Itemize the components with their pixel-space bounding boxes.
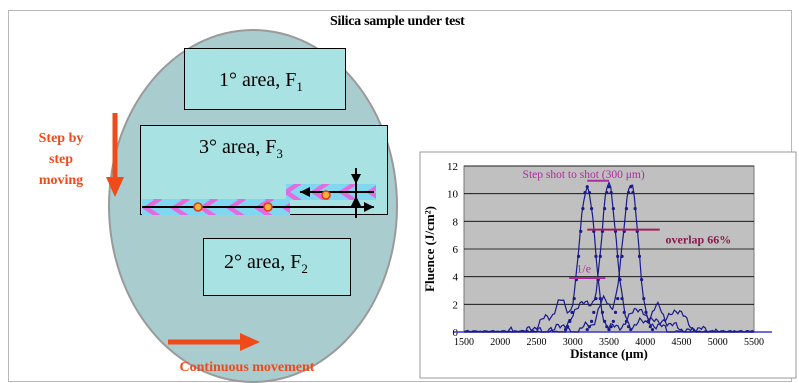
one-over-e-annotation: 1/e [576,262,591,276]
trace-point [590,319,594,323]
x-axis-label: Distance (μm) [570,346,648,361]
trace-point [613,310,618,314]
fluence-trace-3 [463,184,755,333]
trace-point [624,319,628,323]
x-tick-label: 3000 [563,337,583,348]
trace-point [609,325,613,329]
x-tick-label: 2000 [490,337,510,348]
trace-point [590,207,594,211]
trace-point [585,185,589,189]
continuous-movement-label: Continuous movement [179,360,315,375]
trace-point [642,296,646,301]
area-2-label: 2° area, F2 [224,251,308,276]
trace-point [629,327,633,332]
y-tick-label: 12 [447,161,458,173]
trace-point [581,207,585,211]
trace-point [629,185,633,189]
trace-point [583,190,587,195]
trace-point [633,207,637,211]
x-tick-label: 4000 [635,337,655,348]
y-tick-label: 6 [453,244,459,256]
trace-point [572,296,576,301]
y-tick-label: 4 [453,272,459,284]
trace-point [616,296,620,301]
trace-point [611,319,615,323]
x-tick-label: 5000 [708,337,728,348]
trace-point [616,254,620,259]
fluence-chart: 0 2 4 6 8 10 12 1500 2000 2500 3000 3500 4000 4500 500… [419,151,797,379]
trace-point [648,325,652,329]
x-tick-label: 1500 [454,337,474,348]
trace-point [607,185,611,189]
area-1-label: 1° area, F1 [219,69,303,94]
y-tick-label: 10 [447,189,459,201]
y-tick-label: 8 [453,216,459,228]
trace-point [611,207,615,211]
trace-point [609,190,613,195]
trace-point [605,325,609,329]
trace-point [603,207,607,211]
trace-point [594,296,598,301]
area-2-box: 2° area, F2 [203,238,351,296]
trace-point [598,254,602,259]
figure-title: Silica sample under test [330,14,465,29]
trace-point [620,254,624,259]
area-1-box: 1° area, F1 [184,48,346,110]
step-by-step-label: Step by step moving [38,131,84,188]
trace-point [624,207,628,211]
trace-point [631,190,635,195]
trace-point [637,254,642,259]
trace-point [598,296,602,301]
overlap-annotation: overlap 66% [666,232,732,246]
y-tick-label: 2 [453,299,459,311]
area-3-label: 3° area, F3 [199,136,283,161]
y-axis-label: Fluence (J/cm²) [422,206,437,292]
trace-point [607,327,611,332]
trace-point [644,310,648,314]
x-tick-label: 5500 [744,337,764,348]
x-tick-label: 4500 [672,337,692,348]
x-tick-label: 2500 [527,337,547,348]
trace-point [640,278,644,282]
trace-point [600,310,605,314]
trace-point [587,190,592,195]
trace-point [576,254,581,259]
step-annotation: Step shot to shot (300 μm) [523,169,645,181]
right-arrow-icon [168,333,260,351]
trace-point [626,325,631,329]
x-tick-label: 3500 [599,337,619,348]
trace-point [650,327,655,332]
trace-point [603,319,607,323]
trace-point [585,327,589,332]
y-tick-label: 0 [453,327,459,339]
trace-point [579,229,583,234]
trace-point [592,310,596,314]
trace-point [618,278,622,282]
trace-point [620,296,624,301]
trace-point [622,310,626,314]
trace-point [570,310,574,314]
trace-point [605,190,609,195]
trace-point [594,254,598,259]
down-arrow-icon [106,113,124,197]
trace-point [626,190,631,195]
trace-point [646,319,650,323]
